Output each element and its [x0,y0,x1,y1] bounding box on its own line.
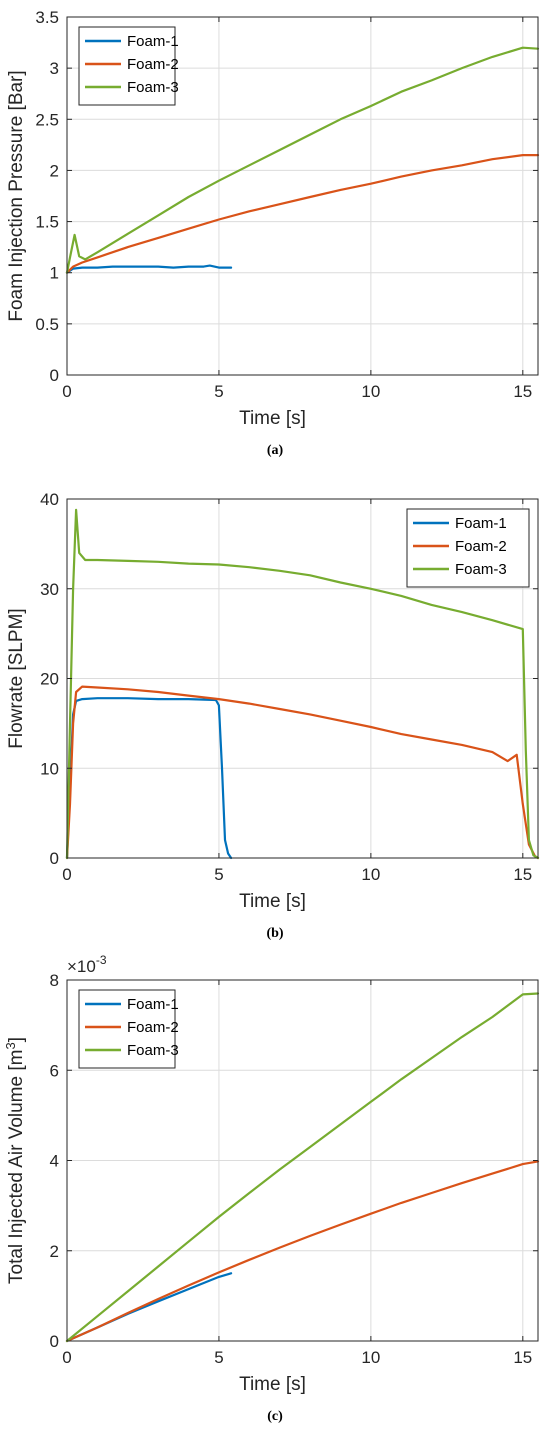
y-axis-label: Foam Injection Pressure [Bar] [6,70,27,321]
series-line-2 [65,154,540,274]
x-tick-label: 0 [62,865,71,884]
legend: Foam-1 Foam-2 Foam-3 [406,508,530,588]
y-tick-label: 0.5 [35,315,59,334]
x-tick-label: 10 [361,382,380,401]
y-tick-label: 3.5 [35,8,59,27]
figure-caption: (c) [267,1409,283,1424]
legend-label-1: Foam-1 [127,996,179,1013]
y-tick-label: 1 [50,264,59,283]
x-tick-label: 5 [214,1348,223,1367]
legend-label-1: Foam-1 [455,515,507,532]
figure-caption: (a) [267,443,284,458]
series-line-3 [65,46,540,274]
series-line-2 [65,685,540,860]
y-axis-label: Total Injected Air Volume [m3] [3,1037,27,1284]
x-tick-label: 0 [62,1348,71,1367]
grid [67,980,538,1341]
x-tick-label: 10 [361,1348,380,1367]
x-axis-label: Time [s] [239,891,306,912]
y-axis-label-superscript: 3 [3,1042,18,1049]
y-tick-label: 40 [40,490,59,509]
y-tick-label: 20 [40,670,59,689]
series-line-3 [65,992,540,1343]
legend-label-2: Foam-2 [127,56,179,73]
x-tick-label: 15 [513,382,532,401]
y-axis-label: Flowrate [SLPM] [6,608,27,748]
y-tick-label: 2.5 [35,110,59,129]
y-tick-label: 2 [50,1242,59,1261]
x-tick-label: 10 [361,865,380,884]
chart-panel-3: 0 5 10 15 0 2 4 6 8 ×10-3 Time [s] Total Injected A… [3,953,540,1424]
legend-label-3: Foam-3 [455,561,507,578]
chart-panel-1: 0 5 10 15 0 0.5 1 1.5 2 2.5 3 3.5 Time [s] Foam Injec… [6,8,540,458]
series-line-1 [65,264,233,274]
y-tick-label: 4 [50,1152,59,1171]
x-tick-label: 15 [513,1348,532,1367]
legend-label-2: Foam-2 [455,538,507,555]
series-line-2 [65,1160,540,1343]
x-tick-label: 5 [214,382,223,401]
x-tick-label: 5 [214,865,223,884]
axes-box [66,16,539,376]
legend-label-3: Foam-3 [127,1042,179,1059]
chart-panel-2: 0 5 10 15 0 10 20 30 40 Time [s] Flowrate [SLPM] Fo… [6,490,540,941]
series-line-3 [65,508,540,860]
figure-caption: (b) [266,926,283,941]
x-axis-label: Time [s] [239,408,306,429]
y-tick-label: 0 [50,1332,59,1351]
x-tick-label: 15 [513,865,532,884]
y-tick-label: 30 [40,580,59,599]
x-tick-label: 0 [62,382,71,401]
y-tick-label: 1.5 [35,213,59,232]
legend-label-1: Foam-1 [127,33,179,50]
y-tick-label: 8 [50,971,59,990]
y-tick-label: 0 [50,849,59,868]
y-tick-label: 3 [50,59,59,78]
legend-label-3: Foam-3 [127,79,179,96]
legend-label-2: Foam-2 [127,1019,179,1036]
x-axis-label: Time [s] [239,1374,306,1395]
y-tick-label: 6 [50,1061,59,1080]
y-axis-label-suffix: ] [6,1037,27,1042]
y-tick-label: 0 [50,366,59,385]
y-exponent-power: -3 [96,953,107,967]
y-tick-label: 2 [50,161,59,180]
legend: Foam-1 Foam-2 Foam-3 [78,26,179,106]
legend: Foam-1 Foam-2 Foam-3 [78,989,179,1069]
y-tick-label: 10 [40,759,59,778]
y-exponent-label: ×10-3 [67,953,107,976]
